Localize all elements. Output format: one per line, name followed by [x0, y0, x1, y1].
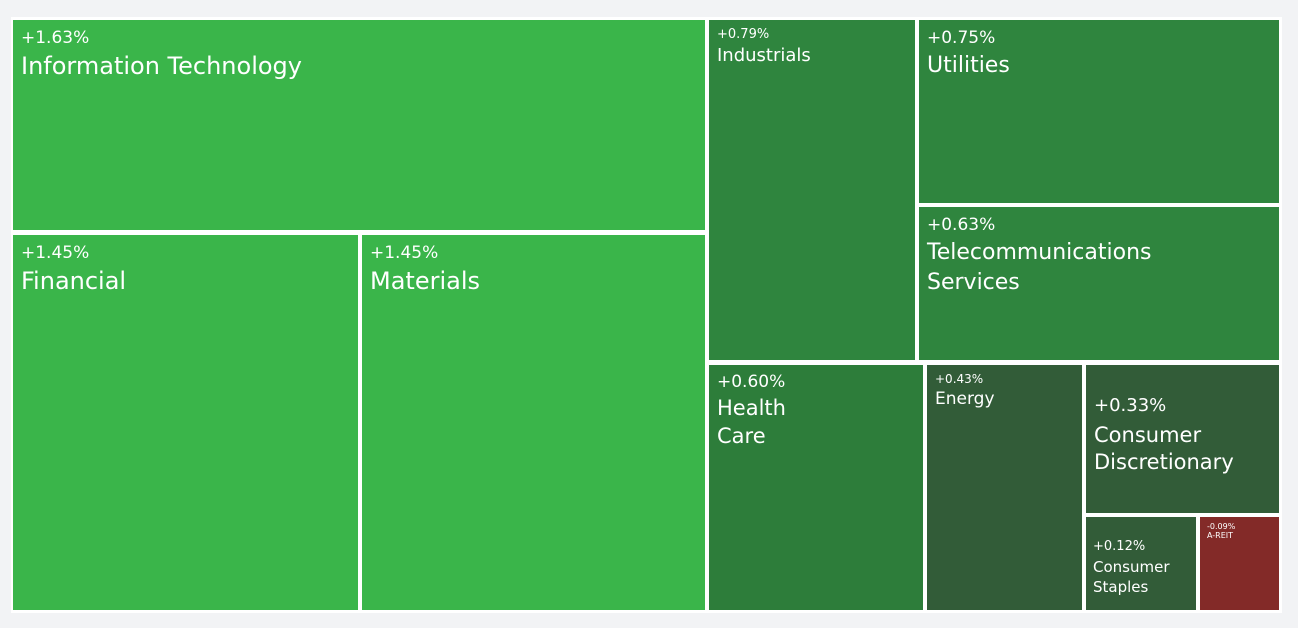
sector-tile-consumer-staples[interactable]: +0.12% Consumer Staples	[1086, 517, 1196, 610]
sector-change-label: +0.75%	[927, 28, 996, 48]
sector-change-label: +1.45%	[370, 243, 439, 263]
sector-name-label: Financial	[21, 267, 127, 295]
sector-name-label: Consumer Discretionary	[1094, 423, 1234, 474]
sector-change-label: +0.79%	[717, 27, 770, 42]
sector-change-label: +0.63%	[927, 215, 996, 235]
sector-tile-energy[interactable]: +0.43% Energy	[927, 365, 1082, 610]
sector-name-label: Industrials	[717, 45, 811, 66]
sector-tile-utilities[interactable]: +0.75% Utilities	[919, 20, 1279, 203]
sector-tile-information-technology[interactable]: +1.63% Information Technology	[13, 20, 705, 230]
sector-tile-consumer-discretionary[interactable]: +0.33% Consumer Discretionary	[1086, 365, 1279, 513]
sector-name-label: Consumer Staples	[1093, 558, 1170, 596]
sector-tile-telecommunications-services[interactable]: +0.63% Telecommunications Services	[919, 207, 1279, 360]
sector-tile-industrials[interactable]: +0.79% Industrials	[709, 20, 915, 360]
sector-tile-a-reit[interactable]: -0.09% A-REIT	[1200, 517, 1279, 610]
sector-name-label: Health Care	[717, 396, 786, 448]
sector-change-label: -0.09%	[1207, 522, 1236, 531]
sector-change-label: +0.12%	[1093, 539, 1146, 554]
sector-name-label: Utilities	[927, 53, 1010, 78]
sector-tile-materials[interactable]: +1.45% Materials	[362, 235, 705, 610]
sector-tile-financial[interactable]: +1.45% Financial	[13, 235, 358, 610]
sector-change-label: +1.63%	[21, 28, 90, 48]
sector-change-label: +0.33%	[1094, 395, 1167, 416]
sector-name-label: Information Technology	[21, 52, 302, 80]
sector-name-label: Energy	[935, 389, 995, 409]
sector-name-label: Materials	[370, 267, 481, 295]
sector-change-label: +0.60%	[717, 372, 786, 392]
sector-name-label: A-REIT	[1207, 531, 1234, 540]
sector-change-label: +0.43%	[935, 372, 984, 386]
sector-name-label: Telecommunications Services	[927, 240, 1152, 295]
sector-treemap: +1.63% Information Technology +1.45% Financ…	[11, 17, 1282, 613]
sector-change-label: +1.45%	[21, 243, 90, 263]
sector-tile-health-care[interactable]: +0.60% Health Care	[709, 365, 923, 610]
